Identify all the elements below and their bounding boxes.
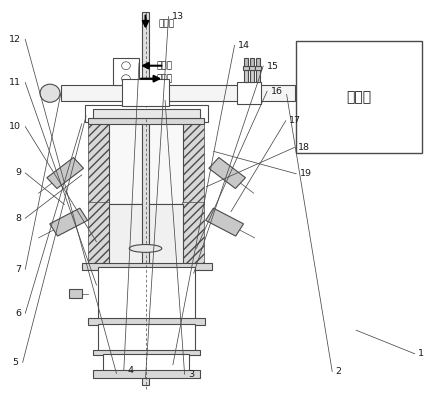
Text: 2: 2 bbox=[336, 367, 342, 376]
Bar bbox=[85, 105, 209, 122]
Bar bbox=[93, 109, 200, 118]
Text: 4: 4 bbox=[127, 366, 133, 375]
Text: 9: 9 bbox=[15, 168, 21, 178]
Polygon shape bbox=[209, 158, 245, 188]
Text: 5: 5 bbox=[12, 358, 18, 367]
Bar bbox=[255, 66, 261, 70]
Bar bbox=[109, 122, 183, 205]
Ellipse shape bbox=[129, 245, 162, 252]
Bar bbox=[93, 350, 200, 354]
Text: 17: 17 bbox=[289, 116, 301, 125]
Text: 14: 14 bbox=[238, 41, 250, 50]
Circle shape bbox=[122, 62, 130, 70]
Polygon shape bbox=[206, 208, 244, 236]
Text: 10: 10 bbox=[9, 122, 21, 131]
Bar bbox=[82, 263, 212, 270]
Text: 8: 8 bbox=[15, 214, 21, 223]
Bar bbox=[122, 79, 169, 106]
Bar bbox=[250, 58, 254, 66]
Bar bbox=[88, 203, 109, 267]
Bar bbox=[250, 70, 254, 82]
Bar bbox=[69, 289, 82, 298]
Bar bbox=[296, 41, 422, 153]
Bar bbox=[256, 58, 260, 66]
Text: 13: 13 bbox=[172, 12, 184, 21]
Bar bbox=[143, 12, 148, 385]
Circle shape bbox=[122, 75, 130, 83]
Text: 15: 15 bbox=[267, 62, 279, 71]
Text: 3: 3 bbox=[188, 370, 194, 379]
Bar bbox=[249, 66, 255, 70]
Bar bbox=[244, 70, 248, 82]
Bar bbox=[256, 70, 260, 82]
Bar bbox=[98, 267, 195, 322]
Bar bbox=[61, 85, 295, 101]
Bar bbox=[88, 122, 109, 205]
Bar bbox=[183, 203, 204, 267]
Text: 微波源: 微波源 bbox=[346, 90, 372, 104]
Polygon shape bbox=[47, 158, 84, 188]
Bar bbox=[88, 118, 204, 124]
Bar bbox=[103, 354, 189, 371]
Text: 排水口: 排水口 bbox=[156, 74, 172, 83]
Bar bbox=[93, 370, 200, 378]
Circle shape bbox=[40, 84, 60, 102]
Bar bbox=[113, 58, 139, 85]
Text: 18: 18 bbox=[298, 143, 310, 152]
Text: 19: 19 bbox=[299, 169, 311, 178]
Text: 16: 16 bbox=[271, 87, 283, 96]
Bar bbox=[243, 66, 249, 70]
Bar bbox=[109, 205, 183, 267]
Bar bbox=[88, 318, 206, 326]
Text: 进水口: 进水口 bbox=[156, 61, 172, 70]
Text: 12: 12 bbox=[9, 35, 21, 44]
Text: 6: 6 bbox=[15, 309, 21, 318]
Bar bbox=[98, 324, 195, 353]
Bar bbox=[237, 82, 260, 104]
Polygon shape bbox=[50, 208, 88, 236]
Text: 进气口: 进气口 bbox=[159, 19, 175, 28]
Bar bbox=[244, 58, 248, 66]
Text: 1: 1 bbox=[418, 349, 424, 358]
Bar bbox=[183, 122, 204, 205]
Text: 7: 7 bbox=[15, 265, 21, 274]
Text: 11: 11 bbox=[9, 78, 21, 87]
